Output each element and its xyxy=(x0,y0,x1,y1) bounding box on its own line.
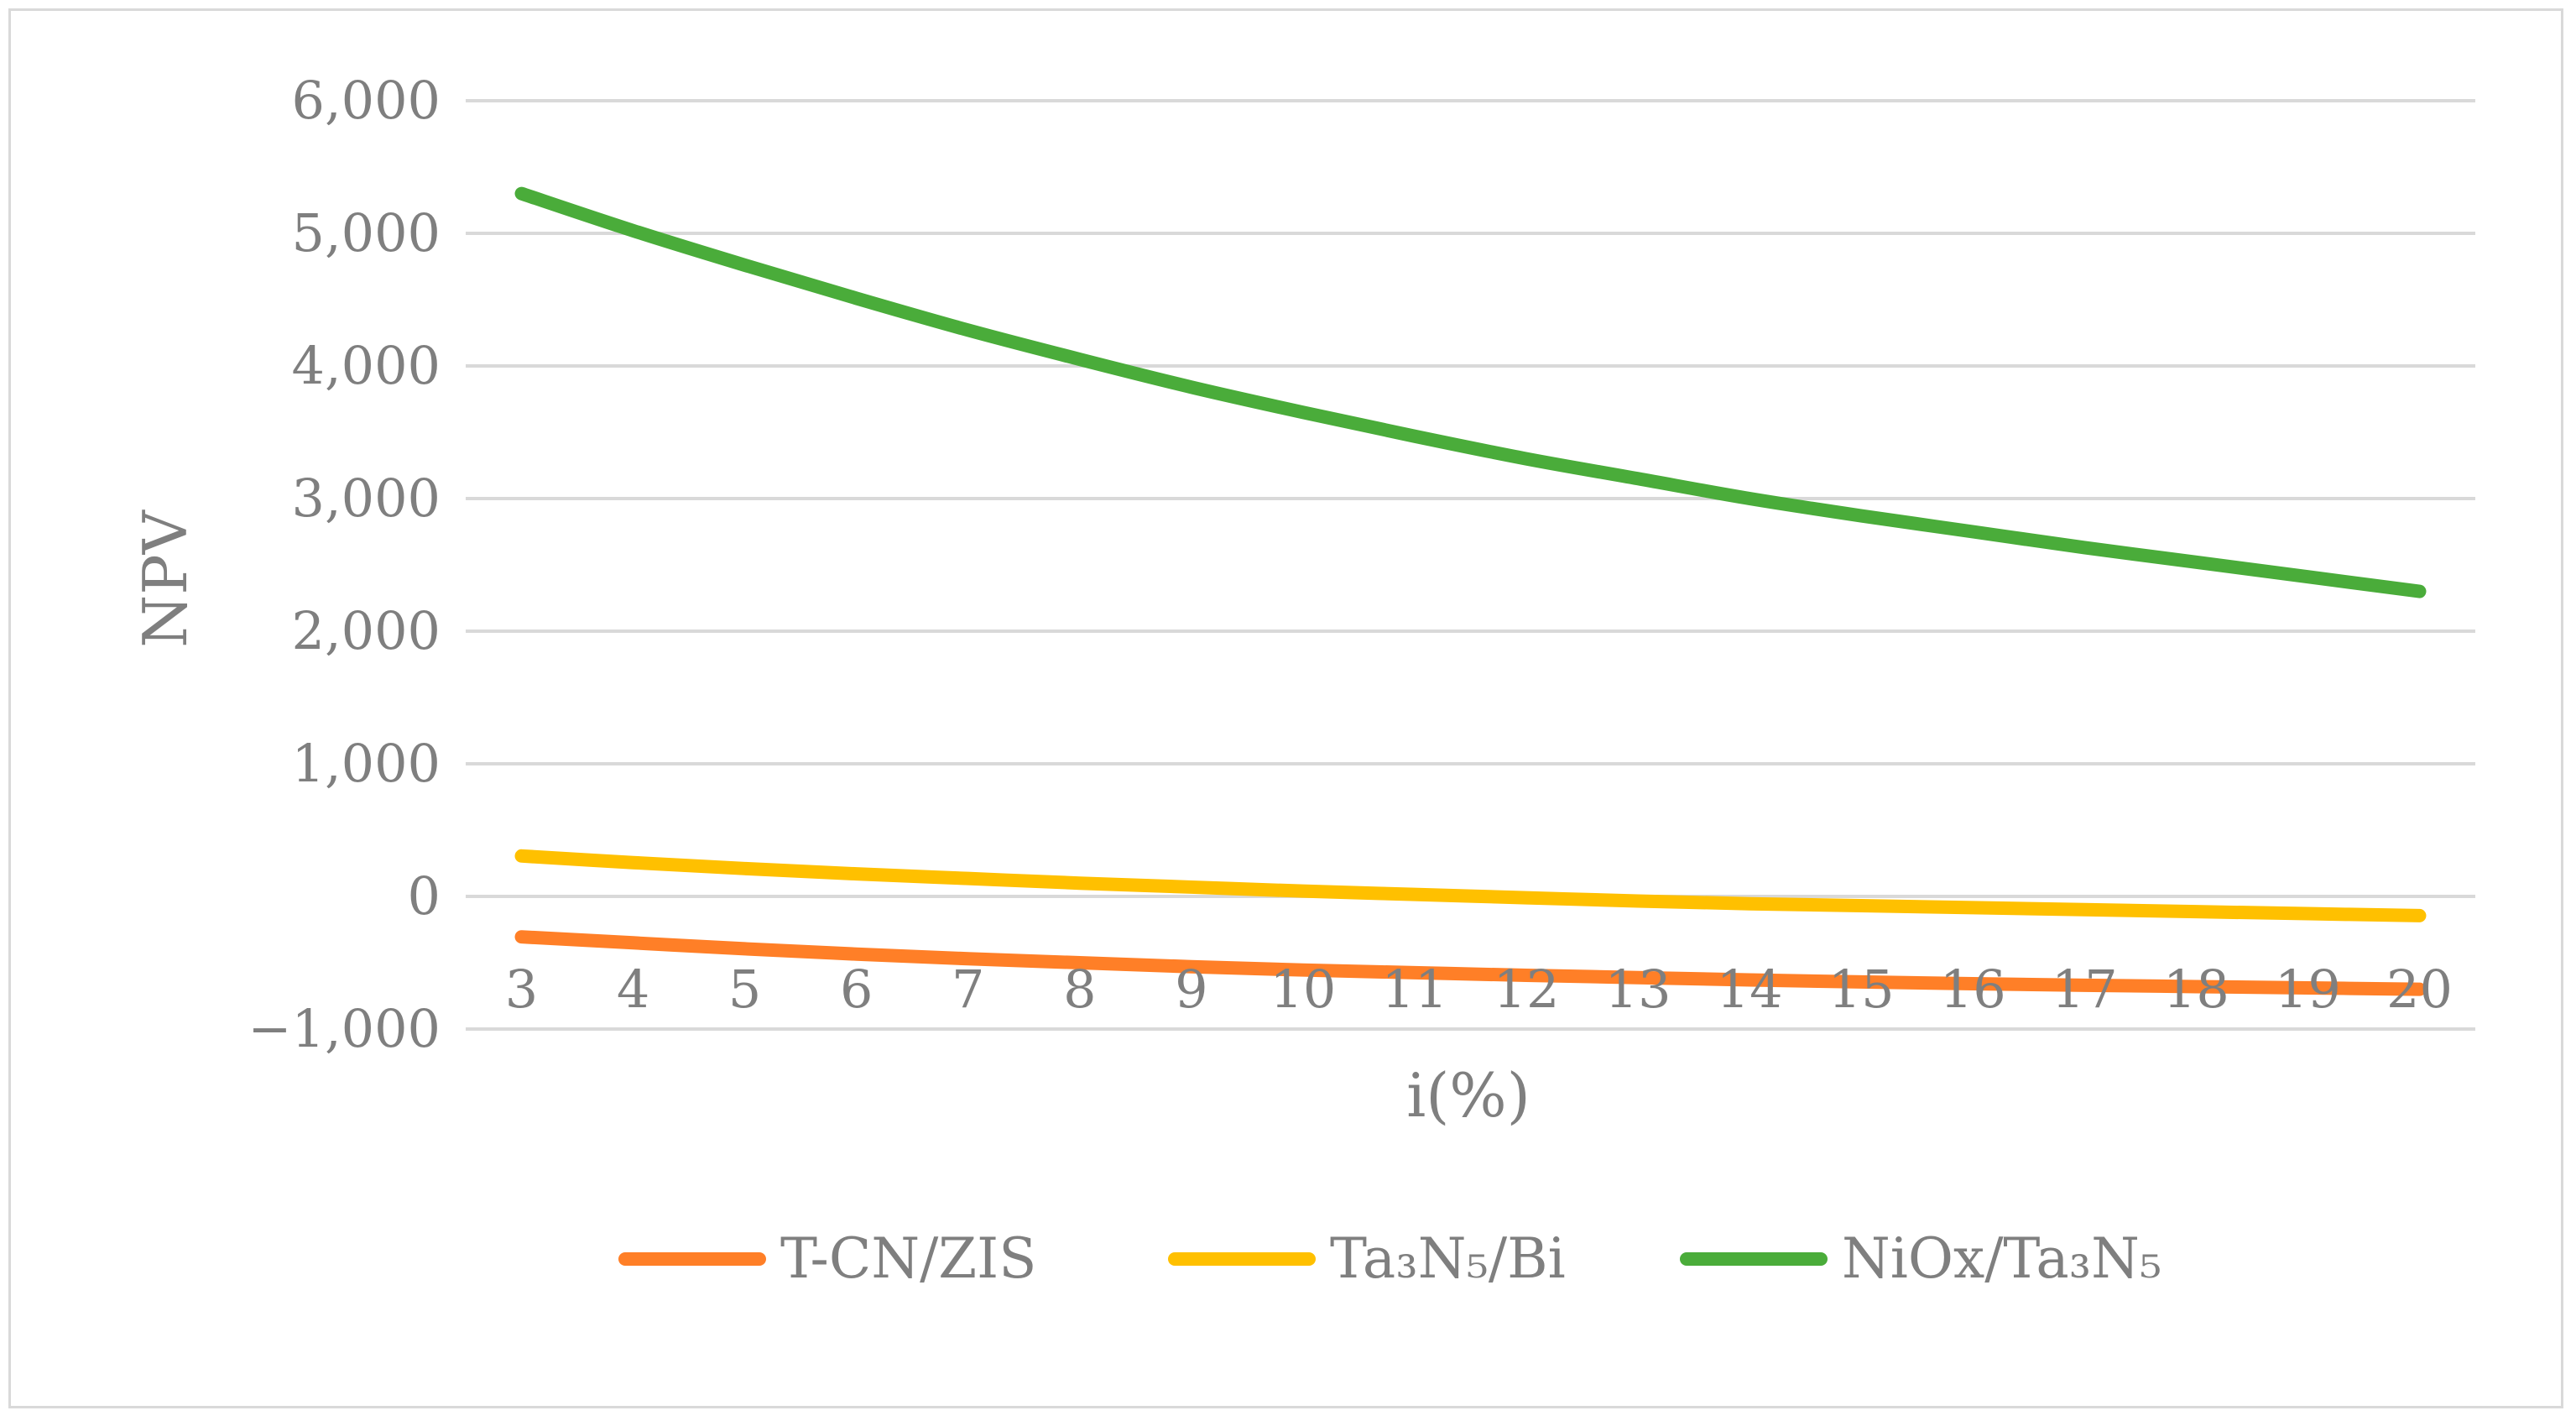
x-tick-label: 17 xyxy=(2052,959,2118,1020)
y-tick-label: 1,000 xyxy=(292,733,441,794)
y-tick-label: 5,000 xyxy=(292,202,441,264)
y-tick-label: 3,000 xyxy=(292,468,441,529)
x-tick-label: 14 xyxy=(1717,959,1783,1020)
legend-label: NiOx/Ta₃N₅ xyxy=(1842,1226,2161,1291)
x-tick-label: 6 xyxy=(840,959,873,1020)
x-tick-label: 15 xyxy=(1828,959,1895,1020)
x-tick-label: 4 xyxy=(617,959,649,1020)
y-tick-label: 2,000 xyxy=(292,600,441,661)
x-tick-label: 9 xyxy=(1175,959,1207,1020)
x-axis-title: i(%) xyxy=(1406,1060,1530,1131)
x-axis-ticks: 3 4 5 6 7 8 9 10 11 12 13 14 15 16 17 18 19 20 xyxy=(505,959,2453,1020)
x-tick-label: 8 xyxy=(1063,959,1096,1020)
legend-label: T-CN/ZIS xyxy=(780,1226,1036,1291)
y-axis-ticks: −1,000 0 1,000 2,000 3,000 4,000 5,000 6,000 xyxy=(248,70,441,1059)
legend-label: Ta₃N₅/Bi xyxy=(1330,1226,1566,1291)
x-tick-label: 7 xyxy=(952,959,984,1020)
x-tick-label: 11 xyxy=(1382,959,1448,1020)
series-lines xyxy=(514,186,2427,996)
series-line-1 xyxy=(514,849,2427,922)
gridlines xyxy=(466,99,2475,1031)
x-tick-label: 16 xyxy=(1940,959,2006,1020)
x-tick-label: 20 xyxy=(2386,959,2453,1020)
series-line-0 xyxy=(514,930,2427,996)
y-tick-label: 0 xyxy=(408,865,441,927)
x-tick-label: 5 xyxy=(728,959,761,1020)
x-tick-label: 13 xyxy=(1605,959,1671,1020)
y-tick-label: −1,000 xyxy=(248,998,441,1059)
x-tick-label: 12 xyxy=(1494,959,1560,1020)
x-tick-label: 19 xyxy=(2275,959,2341,1020)
x-tick-label: 18 xyxy=(2163,959,2229,1020)
series-line-2 xyxy=(514,186,2427,598)
chart-frame xyxy=(8,8,2563,1408)
legend: T-CN/ZIS Ta₃N₅/Bi NiOx/Ta₃N₅ xyxy=(618,1226,2161,1291)
x-tick-label: 10 xyxy=(1270,959,1336,1020)
x-tick-label: 3 xyxy=(505,959,538,1020)
y-axis-title: NPV xyxy=(130,509,201,647)
y-tick-label: 6,000 xyxy=(292,70,441,131)
y-tick-label: 4,000 xyxy=(292,335,441,396)
